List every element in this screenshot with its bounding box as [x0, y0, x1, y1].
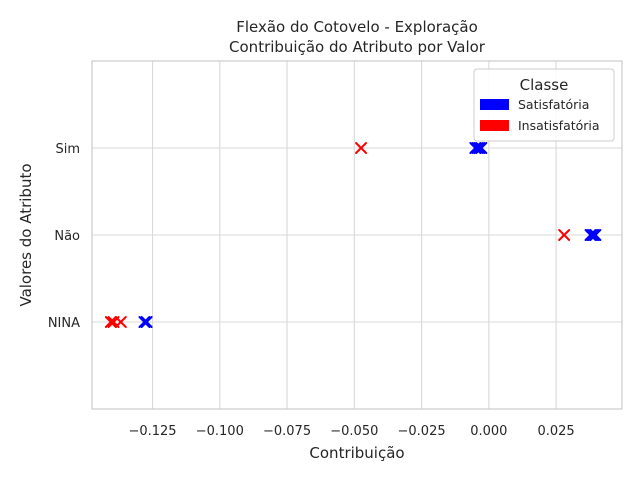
data-point — [586, 229, 599, 241]
data-point — [475, 142, 488, 154]
data-point — [584, 229, 597, 241]
y-axis-label: Valores do Atributo — [17, 163, 35, 306]
x-tick-label: 0.000 — [470, 424, 507, 439]
chart-title-line-1: Flexão do Cotovelo - Exploração — [236, 18, 478, 36]
data-point — [473, 142, 486, 154]
x-tick-label: −0.100 — [196, 424, 244, 439]
data-point — [471, 142, 484, 154]
y-ticks: NINA Não Sim — [48, 142, 80, 331]
data-point — [558, 229, 571, 241]
data-point — [104, 316, 117, 328]
y-tick-label: NINA — [48, 316, 80, 331]
data-point — [114, 316, 127, 328]
legend: Classe Satisfatória Insatisfatória — [473, 68, 615, 142]
x-tick-label: −0.025 — [398, 424, 446, 439]
chart-title-line-2: Contribuição do Atributo por Valor — [229, 38, 486, 56]
x-tick-label: 0.025 — [537, 424, 574, 439]
x-ticks: −0.125 −0.100 −0.075 −0.050 −0.025 0.000 0.025 — [128, 424, 574, 439]
x-axis-label: Contribuição — [309, 444, 404, 462]
y-tick-label: Não — [54, 229, 80, 244]
data-point — [355, 142, 368, 154]
data-point — [589, 229, 602, 241]
legend-title: Classe — [520, 76, 569, 94]
x-tick-label: −0.125 — [128, 424, 176, 439]
x-tick-label: −0.050 — [330, 424, 378, 439]
data-point — [140, 316, 153, 328]
data-point — [587, 229, 600, 241]
legend-swatch-satisfatoria — [480, 99, 509, 110]
y-tick-label: Sim — [55, 142, 80, 157]
x-tick-label: −0.075 — [263, 424, 311, 439]
data-points — [104, 142, 602, 328]
legend-label-satisfatoria: Satisfatória — [518, 97, 589, 112]
legend-label-insatisfatoria: Insatisfatória — [518, 118, 600, 133]
data-point — [138, 316, 151, 328]
legend-swatch-insatisfatoria — [480, 120, 509, 131]
plot-frame — [91, 60, 623, 410]
